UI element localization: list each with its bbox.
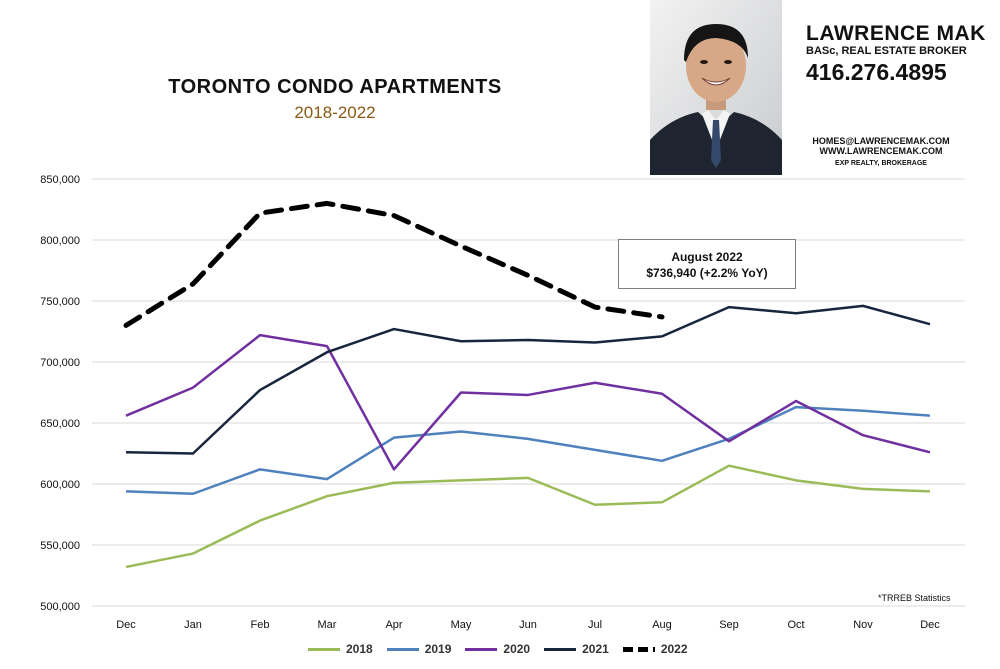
series-line-2020 [125,333,931,471]
agent-card [650,0,972,175]
y-tick-label: 850,000 [40,174,80,186]
legend-item-2018: 2018 [308,642,373,656]
y-tick-label: 500,000 [40,601,80,613]
legend-item-2022: 2022 [622,642,688,656]
agent-phone: 416.276.4895 [806,59,947,85]
chart-title: TORONTO CONDO APARTMENTS [168,76,502,98]
legend-item-2020: 2020 [465,642,530,656]
gridlines [92,178,965,607]
x-tick-label: Sep [719,619,739,631]
legend-label: 2019 [424,642,452,656]
x-tick-label: Feb [251,619,270,631]
x-tick-label: Dec [116,619,136,631]
agent-website: WWW.LAWRENCEMAK.COM [819,146,943,156]
series-line-2022 [123,200,665,328]
x-tick-label: May [451,619,472,631]
series-line-2019 [125,405,931,496]
y-axis-tick-labels: 500,000 550,000 600,000 650,000 700,000 750,0… [40,174,80,613]
agent-credential: BASc, REAL ESTATE BROKER [806,45,967,57]
x-tick-label: Dec [920,619,940,631]
series-line-2018 [125,464,931,569]
series-lines [123,200,931,569]
legend-swatch [465,647,498,651]
legend-label: 2021 [582,642,609,656]
x-tick-label: Nov [853,619,873,631]
agent-photo [650,0,782,175]
x-tick-label: Jun [519,619,537,631]
x-tick-label: Jul [588,619,602,631]
agent-name: LAWRENCE MAK [806,22,986,45]
legend-swatch [544,647,577,651]
legend-item-2019: 2019 [386,642,452,656]
agent-email: HOMES@LAWRENCEMAK.COM [812,136,950,146]
legend: 2018 2019 2020 2021 2022 [308,640,688,658]
legend-item-2021: 2021 [544,642,609,656]
x-tick-label: Apr [385,619,402,631]
y-tick-label: 550,000 [40,540,80,552]
x-tick-label: Aug [652,619,672,631]
y-tick-label: 600,000 [40,479,80,491]
source-note: *TRREB Statistics [878,593,951,603]
legend-swatch [622,646,655,652]
x-axis-tick-labels: Dec Jan Feb Mar Apr May Jun Jul Aug Sep Oct Nov Dec [116,619,940,631]
legend-swatch [386,647,419,651]
x-tick-label: Mar [318,619,337,631]
y-tick-label: 750,000 [40,296,80,308]
agent-brokerage: EXP REALTY, BROKERAGE [835,160,927,167]
series-line-2021 [125,304,931,455]
y-tick-label: 700,000 [40,357,80,369]
chart-subtitle: 2018-2022 [294,103,376,122]
x-tick-label: Jan [184,619,202,631]
x-tick-label: Oct [787,619,804,631]
legend-label: 2020 [503,642,531,656]
legend-label: 2018 [346,642,373,656]
august-2022-callout: August 2022 $736,940 (+2.2% YoY) [618,239,796,289]
legend-label: 2022 [660,642,688,656]
callout-line-2: $736,940 (+2.2% YoY) [646,266,768,280]
callout-line-1: August 2022 [671,250,743,264]
legend-swatch [308,647,340,651]
y-tick-label: 650,000 [40,418,80,430]
y-tick-label: 800,000 [40,235,80,247]
